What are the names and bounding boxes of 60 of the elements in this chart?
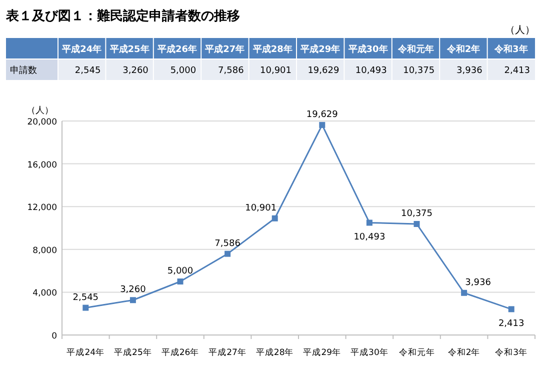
y-tick-label: 20,000	[27, 118, 57, 128]
point	[461, 290, 468, 296]
data-label: 19,629	[308, 66, 340, 76]
category-label: 平成28年	[252, 45, 292, 55]
x-tick-label: 平成26年	[161, 347, 200, 358]
point	[319, 122, 326, 128]
text: 19,629	[306, 110, 338, 120]
data-label: 7,586	[218, 66, 244, 76]
category-label: 平成26年	[157, 45, 198, 55]
data-label: 2,545	[74, 66, 101, 76]
text: 10,493	[354, 232, 386, 243]
x-tick-label: 平成30年	[350, 347, 388, 358]
x-tick-label: 令和3年	[495, 347, 528, 358]
y-tick-label: 4,000	[32, 288, 57, 299]
category-label: 令和元年	[398, 45, 434, 55]
x-tick-label: 平成25年	[114, 347, 152, 358]
x-tick-label: 平成28年	[256, 347, 294, 358]
text: （人）	[505, 25, 535, 36]
data-label: 10,493	[355, 66, 387, 76]
x-tick-label: 平成24年	[66, 347, 105, 358]
category-label: 令和3年	[494, 45, 528, 55]
y-tick-label: 8,000	[32, 246, 57, 256]
text: 10,901	[245, 203, 277, 214]
text: 2,413	[498, 319, 524, 330]
y-tick-label: 0	[52, 332, 57, 342]
y-tick-label: 12,000	[27, 203, 57, 214]
data-label: 3,936	[456, 66, 483, 76]
point	[508, 306, 514, 312]
data-label: 10,901	[260, 66, 292, 76]
category-label: 平成24年	[62, 45, 102, 55]
chart-title: 表１及び図１：難民認定申請者数の推移	[5, 8, 240, 24]
category-label: 平成25年	[110, 45, 150, 55]
y-tick-label: 16,000	[27, 160, 57, 170]
point	[177, 278, 184, 284]
text: 3,936	[465, 278, 491, 288]
text: 3,260	[120, 285, 146, 296]
text: 5,000	[167, 266, 194, 276]
category-label: 令和2年	[446, 45, 480, 55]
point	[272, 215, 278, 222]
data-label: 5,000	[170, 66, 196, 76]
point	[414, 220, 420, 227]
x-tick-label: 平成29年	[303, 347, 342, 358]
data-label: 2,413	[504, 66, 530, 76]
text: 10,375	[401, 208, 432, 219]
category-label: 平成29年	[300, 45, 340, 55]
text: 2,545	[72, 292, 99, 303]
category-label: 平成30年	[348, 45, 388, 55]
point	[130, 297, 136, 304]
point	[224, 250, 231, 257]
data-label: 10,375	[403, 66, 435, 76]
category-label: 平成27年	[205, 45, 245, 55]
text: 申請数	[10, 65, 37, 76]
y-axis-title: （人）	[26, 105, 54, 116]
x-tick-label: 令和元年	[398, 347, 435, 358]
point	[82, 304, 89, 311]
x-tick-label: 平成27年	[208, 347, 246, 358]
text: 7,586	[214, 238, 240, 249]
data-label: 3,260	[122, 66, 149, 76]
point	[366, 220, 372, 226]
x-tick-label: 令和2年	[448, 347, 480, 358]
